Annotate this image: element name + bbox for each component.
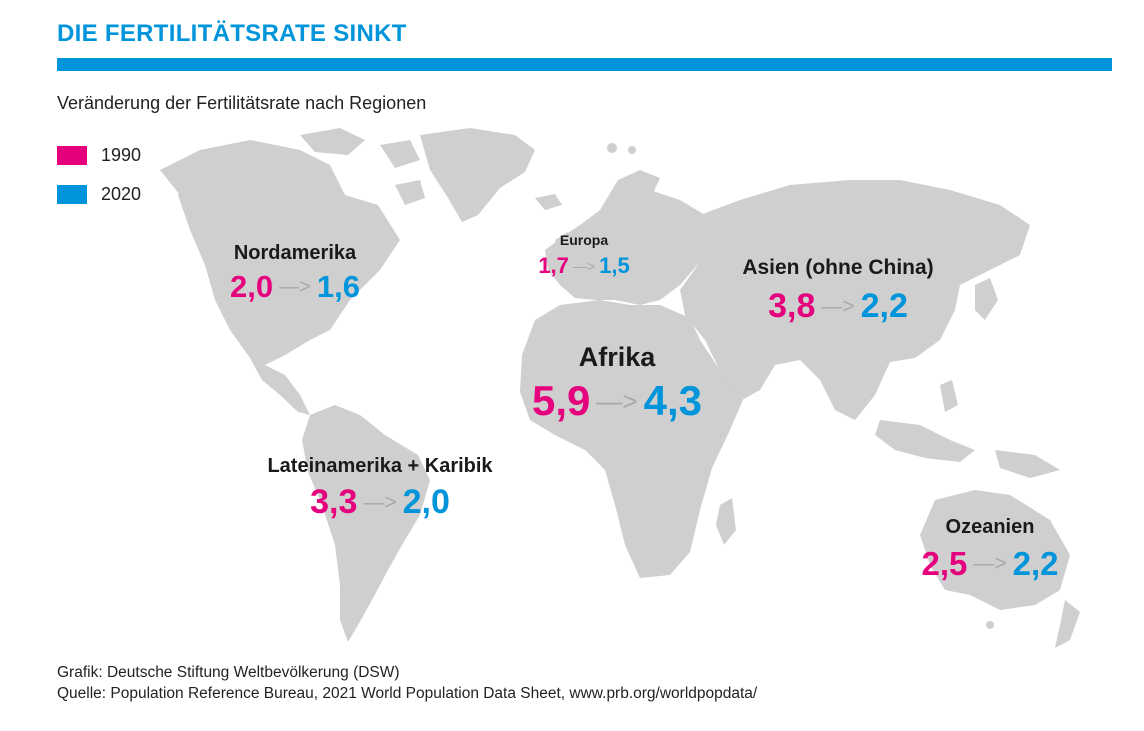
arrow-icon: —> — [363, 490, 397, 514]
iceland-landmass — [535, 194, 562, 210]
europe-landmass — [545, 190, 710, 305]
subtitle: Veränderung der Fertilitätsrate nach Reg… — [57, 93, 427, 113]
value-1990: 5,9 — [532, 377, 591, 424]
page-title: DIE FERTILITÄTSRATE SINKT — [57, 20, 407, 47]
legend-label-2020: 2020 — [101, 183, 142, 204]
region-europa: Europa 1,7 —> 1,5 — [538, 232, 629, 279]
region-afrika: Afrika 5,9 —> 4,3 — [532, 342, 702, 425]
region-name: Nordamerika — [233, 242, 357, 264]
arctic-islands-landmass — [300, 128, 365, 155]
region-nordamerika: Nordamerika 2,0 —> 1,6 — [230, 242, 360, 305]
legend-swatch-2020 — [57, 184, 87, 204]
region-ozeanien: Ozeanien 2,5 —> 2,2 — [921, 516, 1058, 583]
new-guinea-landmass — [995, 450, 1060, 478]
region-values: 3,8 —> 2,2 — [742, 287, 933, 326]
arrow-icon: —> — [572, 258, 596, 274]
legend-label-1990: 1990 — [101, 144, 142, 165]
region-values: 1,7 —> 1,5 — [538, 253, 629, 279]
value-2020: 1,5 — [599, 253, 630, 278]
footer-source: Quelle: Population Reference Bureau, 202… — [57, 685, 758, 702]
region-name: Lateinamerika + Karibik — [267, 455, 493, 477]
value-1990: 2,5 — [921, 545, 968, 582]
value-1990: 3,8 — [768, 287, 816, 325]
region-values: 2,5 —> 2,2 — [921, 545, 1058, 583]
value-2020: 1,6 — [316, 269, 360, 304]
arrow-icon: —> — [821, 294, 855, 318]
asia-landmass — [680, 180, 1030, 420]
south-america-landmass — [302, 405, 430, 642]
arrow-icon: —> — [596, 385, 638, 416]
region-values: 2,0 —> 1,6 — [230, 269, 360, 305]
region-name: Asien (ohne China) — [742, 256, 934, 279]
greenland-landmass — [420, 128, 535, 222]
new-zealand-landmass — [1055, 600, 1080, 648]
island-dot — [986, 621, 994, 629]
alaska-landmass — [160, 150, 205, 195]
title-divider-bar — [57, 58, 1112, 71]
region-asien: Asien (ohne China) 3,8 —> 2,2 — [742, 256, 933, 326]
legend-item-2020: 2020 — [57, 183, 141, 205]
arrow-icon: —> — [279, 275, 311, 298]
japan-landmass — [975, 278, 998, 320]
value-1990: 2,0 — [230, 269, 274, 304]
arctic-island-2 — [380, 140, 420, 168]
value-1990: 1,7 — [538, 253, 569, 278]
central-america-landmass — [250, 358, 310, 415]
legend-item-1990: 1990 — [57, 144, 141, 166]
southeast-asia-islands — [875, 420, 975, 462]
region-name: Afrika — [578, 342, 656, 372]
region-values: 3,3 —> 2,0 — [267, 483, 492, 522]
value-2020: 2,2 — [1012, 545, 1059, 582]
scandinavia-landmass — [600, 170, 660, 215]
legend-swatch-1990 — [57, 145, 87, 165]
island-dot — [628, 146, 636, 154]
north-america-landmass — [178, 140, 400, 365]
value-1990: 3,3 — [310, 483, 358, 521]
region-lateinamerika: Lateinamerika + Karibik 3,3 —> 2,0 — [267, 455, 492, 522]
island-dot — [607, 143, 617, 153]
arctic-island-3 — [395, 180, 425, 205]
philippines-landmass — [940, 380, 958, 412]
region-name: Ozeanien — [945, 516, 1035, 538]
region-values: 5,9 —> 4,3 — [532, 377, 702, 425]
value-2020: 4,3 — [643, 377, 702, 424]
madagascar-landmass — [716, 498, 736, 545]
value-2020: 2,2 — [860, 287, 908, 325]
british-isles-landmass — [555, 232, 572, 262]
footer-credit: Grafik: Deutsche Stiftung Weltbevölkerun… — [57, 664, 400, 681]
africa-landmass — [520, 300, 745, 578]
arrow-icon: —> — [973, 552, 1007, 575]
region-name: Europa — [559, 232, 609, 248]
australia-landmass — [920, 490, 1070, 610]
value-2020: 2,0 — [402, 483, 450, 521]
